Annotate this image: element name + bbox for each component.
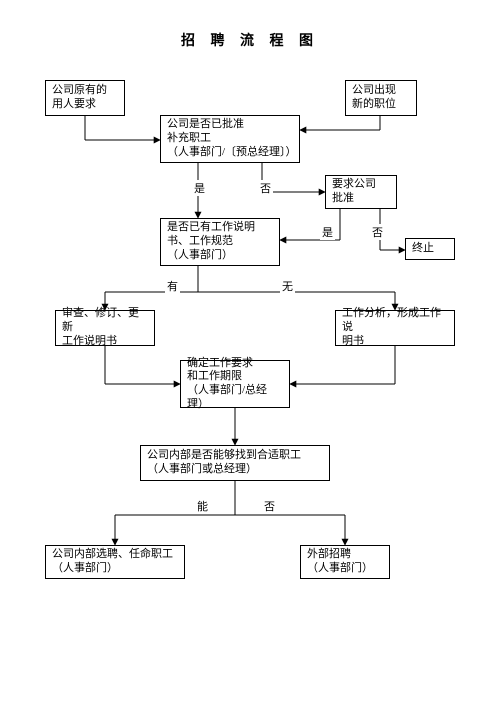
flow-node-n_spec: 是否已有工作说明书、工作规范（人事部门）	[160, 218, 280, 266]
edge-label-l_fou1: 否	[258, 180, 273, 196]
edge-label-l_fou3: 否	[262, 498, 277, 514]
flow-node-n_reqdead: 确定工作要求和工作期限（人事部门/总经理）	[180, 360, 290, 408]
flow-node-n_approve: 公司是否已批准补充职工（人事部门/〔预总经理〕）	[160, 115, 300, 163]
flow-node-n_newpos: 公司出现新的职位	[345, 80, 417, 116]
flow-node-n_stop: 终止	[405, 238, 455, 260]
edge-label-l_shi1: 是	[192, 180, 207, 196]
flow-node-n_external: 外部招聘（人事部门）	[300, 545, 390, 579]
flow-node-n_select: 公司内部选聘、任命职工（人事部门）	[45, 545, 185, 579]
flow-node-n_internal: 公司内部是否能够找到合适职工（人事部门或总经理）	[140, 445, 330, 481]
flow-node-n_reqapp: 要求公司批准	[325, 175, 397, 209]
edge-label-l_neng: 能	[195, 498, 210, 514]
flow-node-n_revise: 审查、修订、更新工作说明书	[55, 310, 155, 346]
flow-node-n_orig: 公司原有的用人要求	[45, 80, 125, 116]
edge-label-l_you: 有	[165, 278, 180, 294]
edge-label-l_fou2: 否	[370, 224, 385, 240]
flow-node-n_analysis: 工作分析，形成工作说明书	[335, 310, 455, 346]
edge-label-l_wu: 无	[280, 278, 295, 294]
page-title: 招 聘 流 程 图	[175, 30, 325, 50]
edge-label-l_shi2: 是	[320, 224, 335, 240]
